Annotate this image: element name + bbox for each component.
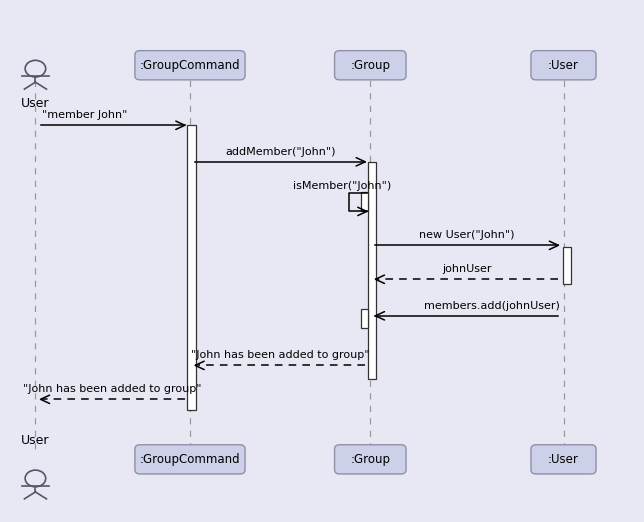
Text: johnUser: johnUser bbox=[442, 264, 491, 274]
FancyBboxPatch shape bbox=[531, 445, 596, 474]
Text: members.add(johnUser): members.add(johnUser) bbox=[424, 301, 560, 311]
FancyBboxPatch shape bbox=[135, 445, 245, 474]
Bar bbox=[563, 247, 571, 284]
Text: addMember("John"): addMember("John") bbox=[225, 147, 336, 157]
Text: :User: :User bbox=[548, 59, 579, 72]
Text: "John has been added to group": "John has been added to group" bbox=[23, 384, 202, 394]
Text: new User("John"): new User("John") bbox=[419, 230, 515, 240]
Text: "member John": "member John" bbox=[42, 110, 128, 120]
Bar bbox=[368, 162, 376, 379]
Bar bbox=[361, 192, 368, 211]
FancyBboxPatch shape bbox=[135, 51, 245, 80]
FancyBboxPatch shape bbox=[531, 51, 596, 80]
Text: :Group: :Group bbox=[350, 453, 390, 466]
Bar bbox=[187, 125, 196, 410]
Text: "John has been added to group": "John has been added to group" bbox=[191, 350, 370, 360]
Text: User: User bbox=[21, 97, 50, 110]
Text: User: User bbox=[21, 434, 50, 447]
Text: :User: :User bbox=[548, 453, 579, 466]
Bar bbox=[361, 309, 368, 328]
Text: :GroupCommand: :GroupCommand bbox=[140, 453, 240, 466]
Text: :Group: :Group bbox=[350, 59, 390, 72]
Text: :GroupCommand: :GroupCommand bbox=[140, 59, 240, 72]
FancyBboxPatch shape bbox=[335, 51, 406, 80]
Text: isMember("John"): isMember("John") bbox=[293, 181, 392, 191]
FancyBboxPatch shape bbox=[335, 445, 406, 474]
